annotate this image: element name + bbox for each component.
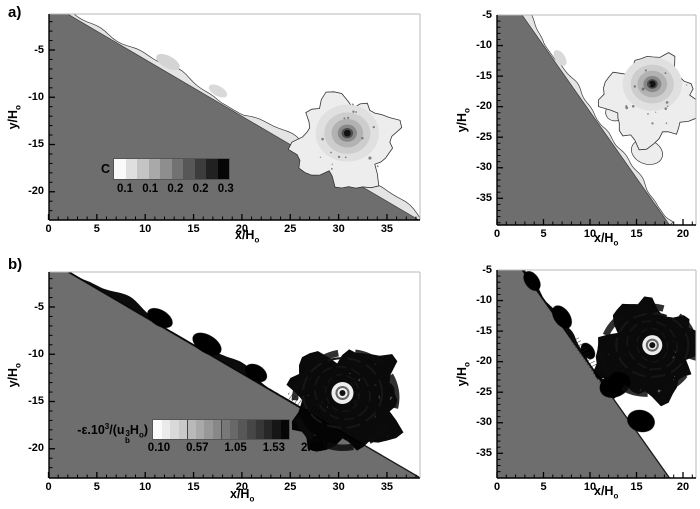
speckle-dot	[641, 87, 645, 91]
axes	[496, 14, 697, 226]
vortex-spiral-arc	[314, 365, 371, 421]
axes	[47, 13, 421, 221]
panel-b-right	[496, 269, 697, 479]
speckle-dot	[355, 111, 357, 113]
dissipation-band	[67, 272, 308, 412]
turbulence-field	[67, 14, 420, 220]
dissipation-knot	[523, 271, 541, 291]
speckle-dot	[644, 69, 647, 72]
speckle-dot	[331, 163, 333, 165]
speckle-dot	[337, 155, 341, 159]
speckle-dot	[347, 116, 350, 119]
speckle-dot	[651, 122, 654, 125]
vortex-eye-ring	[645, 338, 659, 352]
speckle-dot	[648, 83, 651, 86]
speckle-dot	[686, 84, 688, 86]
dissipation-knot	[552, 305, 572, 329]
speckle-dot	[319, 156, 322, 158]
speckle-dot	[361, 137, 364, 140]
speckle-dot	[647, 113, 649, 115]
vortex-lobe	[627, 409, 655, 433]
vortex-dark-rim	[598, 303, 696, 397]
vortex-core	[343, 129, 351, 137]
speckle-dot	[351, 103, 354, 106]
speckle-dot	[330, 151, 332, 154]
vortex-eye-ring	[335, 385, 350, 401]
speckle-dot	[633, 85, 637, 88]
panel-a-left	[47, 13, 421, 221]
speckle-dot	[343, 117, 346, 120]
speckle-dot	[376, 165, 379, 168]
axes	[47, 271, 421, 479]
vortex-core	[339, 389, 346, 396]
current-band	[521, 15, 675, 225]
speckle-dot	[368, 156, 372, 160]
dissipation-knot	[192, 332, 222, 356]
turbulence-field	[521, 270, 696, 478]
slope-layer	[497, 270, 670, 478]
vortex-spiral-arc	[615, 312, 690, 378]
speckle-dot	[664, 72, 667, 75]
panel-b-left	[47, 271, 421, 479]
vortex-spiral-arc	[325, 373, 360, 413]
dissipation-knot	[244, 363, 268, 383]
vortex-core	[649, 342, 656, 349]
panel-a-label: a)	[8, 4, 22, 21]
turbulence-field	[521, 15, 696, 225]
slope-fill	[497, 270, 670, 478]
slope-layer	[497, 15, 670, 225]
speckle-dot	[665, 101, 669, 104]
speckle-dot	[352, 110, 355, 113]
band-patch	[553, 50, 567, 66]
speckle-dot	[625, 105, 628, 108]
panel-a-right	[496, 14, 697, 226]
vortex-core	[648, 80, 656, 88]
speckle-dot	[631, 104, 635, 108]
speckle-dot	[667, 105, 669, 108]
dissipation-knot	[147, 308, 173, 328]
speckle-dot	[372, 125, 375, 129]
vortex-dark-rim	[291, 348, 400, 452]
dissipation-band	[522, 270, 619, 399]
band-patch	[208, 84, 228, 98]
panel-b-label: b)	[8, 256, 23, 273]
speckle-dot	[321, 137, 324, 141]
speckle-dot	[664, 107, 668, 110]
vortex-spiral-arc	[626, 320, 679, 370]
slope-fill	[497, 15, 670, 225]
speckle-dot	[655, 111, 657, 113]
speckle-dot	[665, 122, 668, 124]
vortex-spiral-arc	[636, 327, 669, 363]
speckle-dot	[330, 167, 333, 170]
speckle-dot	[344, 156, 347, 159]
band-patch	[156, 53, 180, 71]
turbulence-field	[67, 272, 420, 478]
axes	[496, 269, 697, 479]
vortex-spiral-arc	[301, 357, 384, 429]
